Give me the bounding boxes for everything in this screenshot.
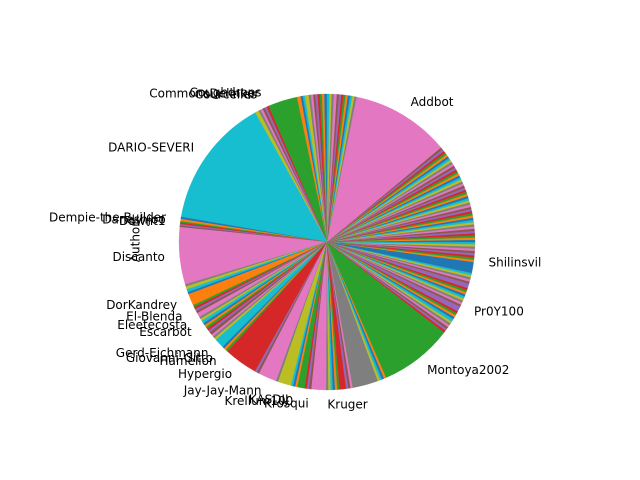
slice-label: Coughdrops (189, 86, 261, 100)
slice-label: Shilinsvil (489, 255, 542, 269)
slice-label: Eleetecosta (117, 318, 187, 332)
slice-label: DorKandrey (106, 298, 177, 312)
slice-label: Escarbot (139, 325, 192, 339)
slice-label: Pr0Y100 (474, 305, 524, 319)
slice-label: Dawnt1 (119, 214, 165, 228)
pie-slice (326, 96, 442, 243)
slice-label: Kruger (327, 397, 367, 411)
slice-label: Courcelles (195, 88, 257, 102)
slice-label: El-Blenda (126, 310, 182, 324)
slice-label: Giovanni-Gitto (126, 351, 213, 365)
slice-label: Krosqui (264, 396, 309, 410)
pie-slice (326, 93, 330, 243)
pie-slices (178, 93, 476, 391)
slice-label: Hamelion (160, 354, 217, 368)
pie-slice (180, 112, 328, 243)
slice-label: CommonsDelinker (149, 87, 259, 101)
slice-label: Discanto (112, 250, 164, 264)
slice-label: KASDIJ (249, 393, 289, 407)
y-axis-label: Author (129, 222, 143, 262)
slice-label: Dempie-the-Builder (49, 211, 166, 225)
slice-label: Krellum100 (225, 394, 294, 408)
slice-label: Daneshjoo (102, 213, 165, 227)
slice-label: DARIO-SEVERI (108, 140, 194, 154)
slice-label: Gerd-Eichmann (116, 346, 209, 360)
slice-label: Addbot (411, 95, 454, 109)
slice-label: Montoya2002 (427, 363, 509, 377)
slice-label: Hypergio (178, 367, 232, 381)
slice-label: Jay-Jay-Mann (183, 384, 262, 398)
